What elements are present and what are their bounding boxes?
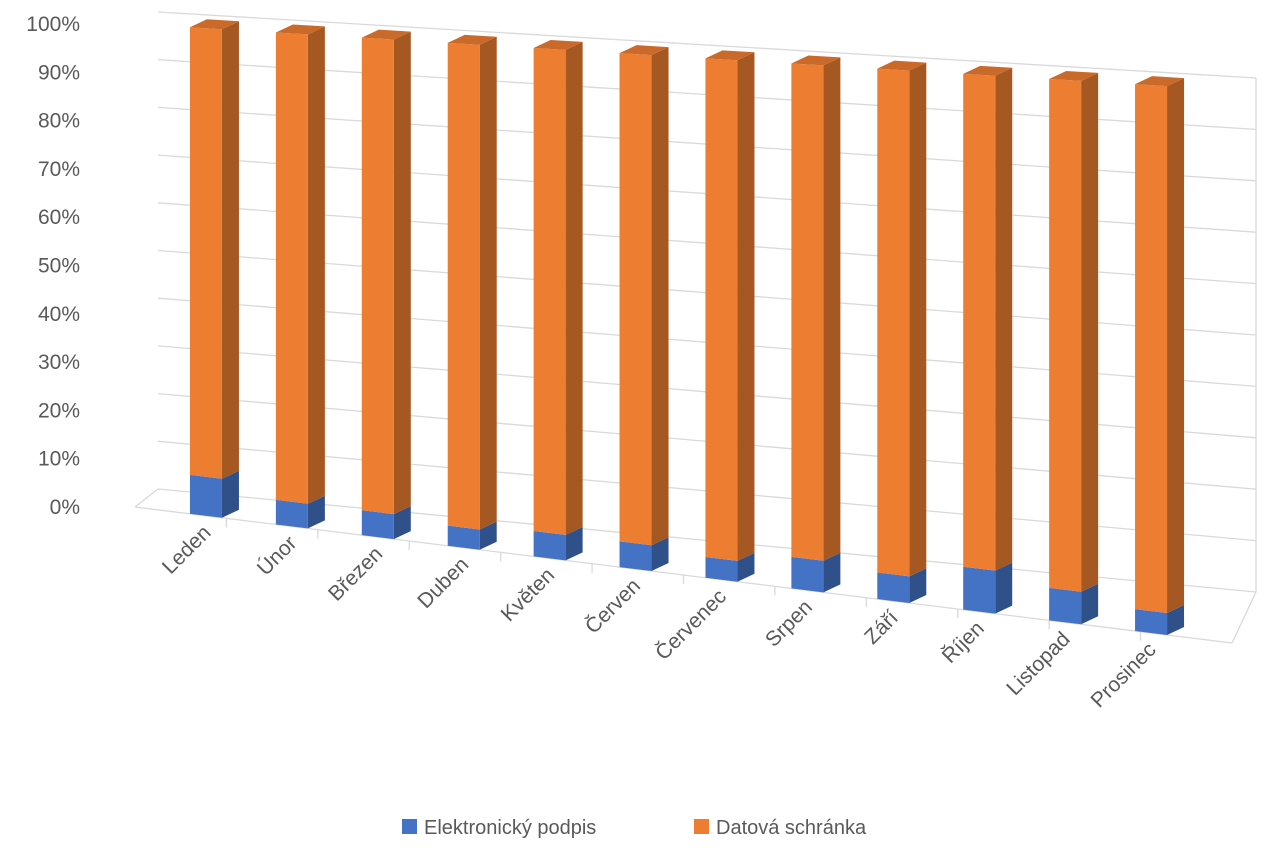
bar-side-Leden (221, 21, 239, 479)
bar-segment-Listopad (1049, 587, 1082, 625)
bar-segment-Říjen (963, 566, 996, 614)
bar-segment-Duben (447, 525, 480, 550)
x-category-label: Březen (324, 542, 387, 605)
bar-side-Duben (479, 36, 497, 530)
bar-side-Květen (565, 526, 583, 561)
bar-side-Duben (479, 521, 497, 550)
bar-top-Září (877, 60, 927, 71)
x-category-label: Srpen (761, 596, 817, 652)
bar-segment-Duben (447, 42, 480, 530)
legend-label: Elektronický podpis (424, 817, 596, 839)
bar-side-Červenec (737, 52, 755, 561)
y-tick-label: 70% (38, 158, 80, 181)
legend-label: Datová schránka (716, 817, 867, 839)
x-category-label: Září (860, 606, 903, 649)
bar-segment-Srpen (791, 63, 824, 561)
bar-segment-Červen (619, 53, 652, 546)
bar-side-Březen (393, 506, 411, 540)
bar-segment-Únor (275, 32, 308, 504)
bar-segment-Prosinec (1135, 84, 1168, 613)
x-category-label: Říjen (938, 617, 989, 668)
y-tick-label: 60% (38, 206, 80, 229)
bar-segment-Květen (533, 530, 566, 561)
y-tick-label: 50% (38, 255, 80, 278)
bar-side-Listopad (1081, 72, 1099, 592)
bar-top-Červenec (705, 50, 755, 61)
legend: Elektronický podpis Datová schránka (402, 817, 867, 839)
floor-left-edge (134, 488, 159, 508)
y-tick-label: 100% (26, 13, 80, 36)
y-axis-ticks: 0% 10% 20% 30% 40% 50% 60% 70% 80% 90% 100% (26, 13, 80, 519)
bar-side-Srpen (823, 552, 841, 593)
bar-segment-Červenec (705, 556, 738, 582)
bar-segment-Březen (361, 37, 394, 515)
bar-segment-Březen (361, 510, 394, 540)
x-category-label: Červenec (651, 585, 731, 665)
bar-top-Duben (447, 34, 497, 45)
x-category-label: Květen (497, 564, 560, 627)
bar-side-Listopad (1081, 583, 1099, 625)
bar-segment-Září (877, 68, 910, 577)
bar-side-Říjen (995, 562, 1013, 614)
bar-top-Srpen (791, 55, 841, 66)
bar-segment-Únor (275, 499, 308, 529)
bar-side-Květen (565, 41, 583, 535)
y-tick-label: 0% (50, 496, 80, 519)
x-category-label: Prosinec (1087, 638, 1161, 712)
bar-segment-Květen (533, 47, 566, 535)
legend-swatch (694, 819, 709, 834)
y-tick-label: 80% (38, 110, 80, 133)
x-category-label: Listopad (1002, 628, 1074, 700)
bar-side-Únor (307, 495, 325, 529)
bar-side-Září (909, 62, 927, 577)
gridline (157, 11, 1257, 79)
y-tick-label: 10% (38, 448, 80, 471)
bar-top-Říjen (963, 65, 1013, 76)
x-category-label: Leden (158, 521, 216, 579)
bar-segment-Prosinec (1135, 609, 1168, 635)
bar-segment-Listopad (1049, 78, 1082, 592)
bar-side-Červenec (737, 552, 755, 582)
bar-side-Srpen (823, 57, 841, 561)
bar-side-Únor (307, 26, 325, 504)
bar-top-Prosinec (1135, 76, 1185, 87)
bar-side-Říjen (995, 67, 1013, 571)
legend-swatch (402, 819, 417, 834)
bars (189, 19, 1185, 635)
y-tick-label: 20% (38, 399, 80, 422)
bar-segment-Září (877, 572, 910, 603)
bar-top-Červen (619, 45, 669, 56)
x-category-label: Červen (581, 574, 645, 638)
bar-side-Prosinec (1167, 78, 1185, 613)
bar-top-Leden (189, 19, 239, 30)
bar-segment-Leden (189, 474, 222, 518)
y-tick-label: 30% (38, 351, 80, 374)
bar-top-Únor (275, 24, 325, 35)
bar-segment-Červen (619, 541, 652, 572)
bar-segment-Srpen (791, 556, 824, 593)
bar-segment-Říjen (963, 73, 996, 571)
bar-top-Květen (533, 39, 583, 50)
bar-side-Leden (221, 470, 239, 518)
bar-side-Červen (651, 47, 669, 546)
floor-right-edge (1231, 591, 1257, 644)
bar-side-Září (909, 568, 927, 603)
bar-side-Březen (393, 31, 411, 515)
y-tick-label: 40% (38, 303, 80, 326)
bar-top-Březen (361, 29, 411, 40)
bar-side-Červen (651, 537, 669, 572)
bar-side-Prosinec (1167, 604, 1185, 635)
bar-top-Listopad (1049, 70, 1099, 81)
bar-segment-Červenec (705, 58, 738, 561)
x-category-label: Duben (413, 553, 473, 613)
bar-segment-Leden (189, 27, 222, 479)
y-tick-label: 90% (38, 61, 80, 84)
x-category-label: Únor (253, 532, 301, 580)
